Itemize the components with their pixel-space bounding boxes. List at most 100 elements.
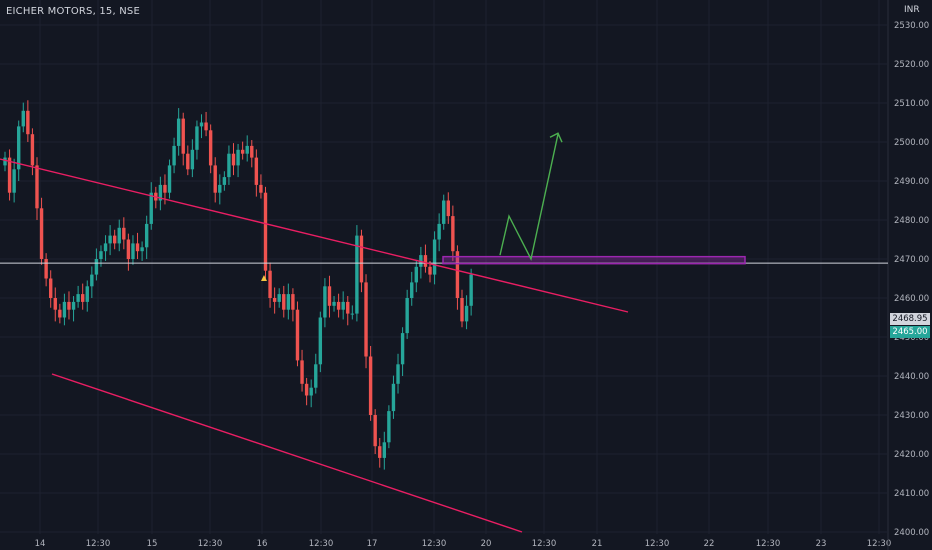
- x-tick-label: 12:30: [532, 539, 557, 549]
- candle-body: [26, 110, 30, 135]
- candle-body: [437, 223, 441, 240]
- candle-body: [391, 383, 396, 412]
- upper-trendline: [0, 158, 629, 313]
- candle-body: [199, 122, 204, 127]
- candle-body: [300, 360, 304, 384]
- candle-body: [364, 282, 368, 357]
- x-tick-label: 17: [367, 539, 378, 549]
- projection-arrowhead: [549, 132, 563, 143]
- candle-body: [373, 415, 377, 447]
- x-tick-label: 22: [704, 539, 715, 549]
- symbol-title[interactable]: EICHER MOTORS, 15, NSE: [6, 6, 140, 17]
- candle-body: [76, 294, 80, 302]
- candle-body: [236, 149, 240, 166]
- candle-body: [99, 251, 103, 259]
- candle-body: [382, 442, 387, 458]
- candle-body: [126, 239, 131, 259]
- candle-body: [39, 208, 44, 259]
- candle-body: [259, 184, 263, 193]
- candle-body: [12, 169, 16, 193]
- y-tick-label: 2530.00: [894, 21, 929, 31]
- candle-body: [149, 192, 153, 224]
- y-tick-label: 2400.00: [894, 528, 929, 538]
- candle-body: [469, 274, 473, 306]
- candle-body: [80, 294, 85, 302]
- candle-body: [309, 387, 313, 396]
- candle-body: [227, 153, 231, 178]
- candle-body: [140, 247, 144, 252]
- candle-body: [90, 274, 94, 287]
- candle-body: [282, 294, 286, 310]
- candle-body: [181, 118, 185, 154]
- candle-body: [103, 243, 108, 252]
- candle-body: [30, 134, 35, 166]
- candle-body: [144, 223, 149, 248]
- candle-body: [428, 266, 432, 275]
- y-tick-label: 2440.00: [894, 372, 929, 382]
- candle-body: [291, 294, 295, 310]
- candle-body: [240, 149, 245, 154]
- candle-body: [135, 243, 140, 252]
- y-tick-label: 2480.00: [894, 216, 929, 226]
- candle-body: [204, 122, 208, 131]
- currency-label: INR: [903, 5, 921, 15]
- candle-body: [323, 286, 327, 318]
- candle-body: [108, 235, 112, 244]
- candle-body: [460, 298, 464, 322]
- candle-body: [432, 239, 437, 275]
- candle-body: [327, 286, 332, 306]
- candle-body: [218, 184, 222, 193]
- candle-body: [400, 333, 405, 365]
- candle-body: [190, 149, 195, 170]
- x-tick-label: 15: [147, 539, 158, 549]
- candle-body: [346, 301, 350, 314]
- candle-body: [263, 192, 268, 271]
- candle-body: [387, 411, 391, 443]
- candle-body: [44, 259, 48, 279]
- x-tick-label: 21: [592, 539, 603, 549]
- candle-body: [67, 301, 71, 310]
- candle-body: [451, 216, 455, 252]
- x-tick-label: 16: [257, 539, 268, 549]
- y-tick-label: 2420.00: [894, 450, 929, 460]
- candle-body: [442, 200, 446, 224]
- y-tick-label: 2490.00: [894, 177, 929, 187]
- candle-body: [245, 145, 249, 154]
- candle-body: [446, 200, 450, 217]
- candle-body: [405, 298, 409, 334]
- candle-body: [122, 227, 126, 240]
- x-tick-label: 20: [481, 539, 492, 549]
- candle-body: [277, 294, 281, 302]
- y-tick-label: 2500.00: [894, 138, 929, 148]
- candle-body: [163, 184, 167, 193]
- x-tick-label: 12:30: [756, 539, 781, 549]
- candle-body: [318, 317, 323, 365]
- candle-body: [314, 364, 318, 388]
- candle-body: [332, 301, 336, 306]
- candle-body: [295, 309, 300, 361]
- x-tick-label: 12:30: [867, 539, 892, 549]
- candle-body: [359, 235, 364, 283]
- candle-body: [286, 294, 291, 310]
- event-marker: [261, 275, 267, 281]
- candle-body: [186, 153, 190, 170]
- candle-body: [158, 184, 163, 201]
- y-tick-label: 2430.00: [894, 411, 929, 421]
- candle-body: [368, 356, 373, 415]
- last-price-label: 2465.00: [890, 326, 930, 338]
- candle-body: [131, 243, 135, 259]
- lower-trendline: [51, 373, 523, 533]
- candle-body: [254, 157, 259, 185]
- y-tick-label: 2410.00: [894, 489, 929, 499]
- candle-body: [53, 298, 57, 310]
- resistance-zone: [442, 255, 746, 265]
- candle-body: [423, 255, 428, 267]
- x-tick-label: 12:30: [198, 539, 223, 549]
- candle-body: [176, 118, 181, 146]
- candle-body: [58, 309, 62, 318]
- candle-body: [414, 266, 418, 283]
- candle-body: [336, 301, 341, 310]
- candle-body: [71, 301, 76, 310]
- candle-body: [250, 145, 254, 158]
